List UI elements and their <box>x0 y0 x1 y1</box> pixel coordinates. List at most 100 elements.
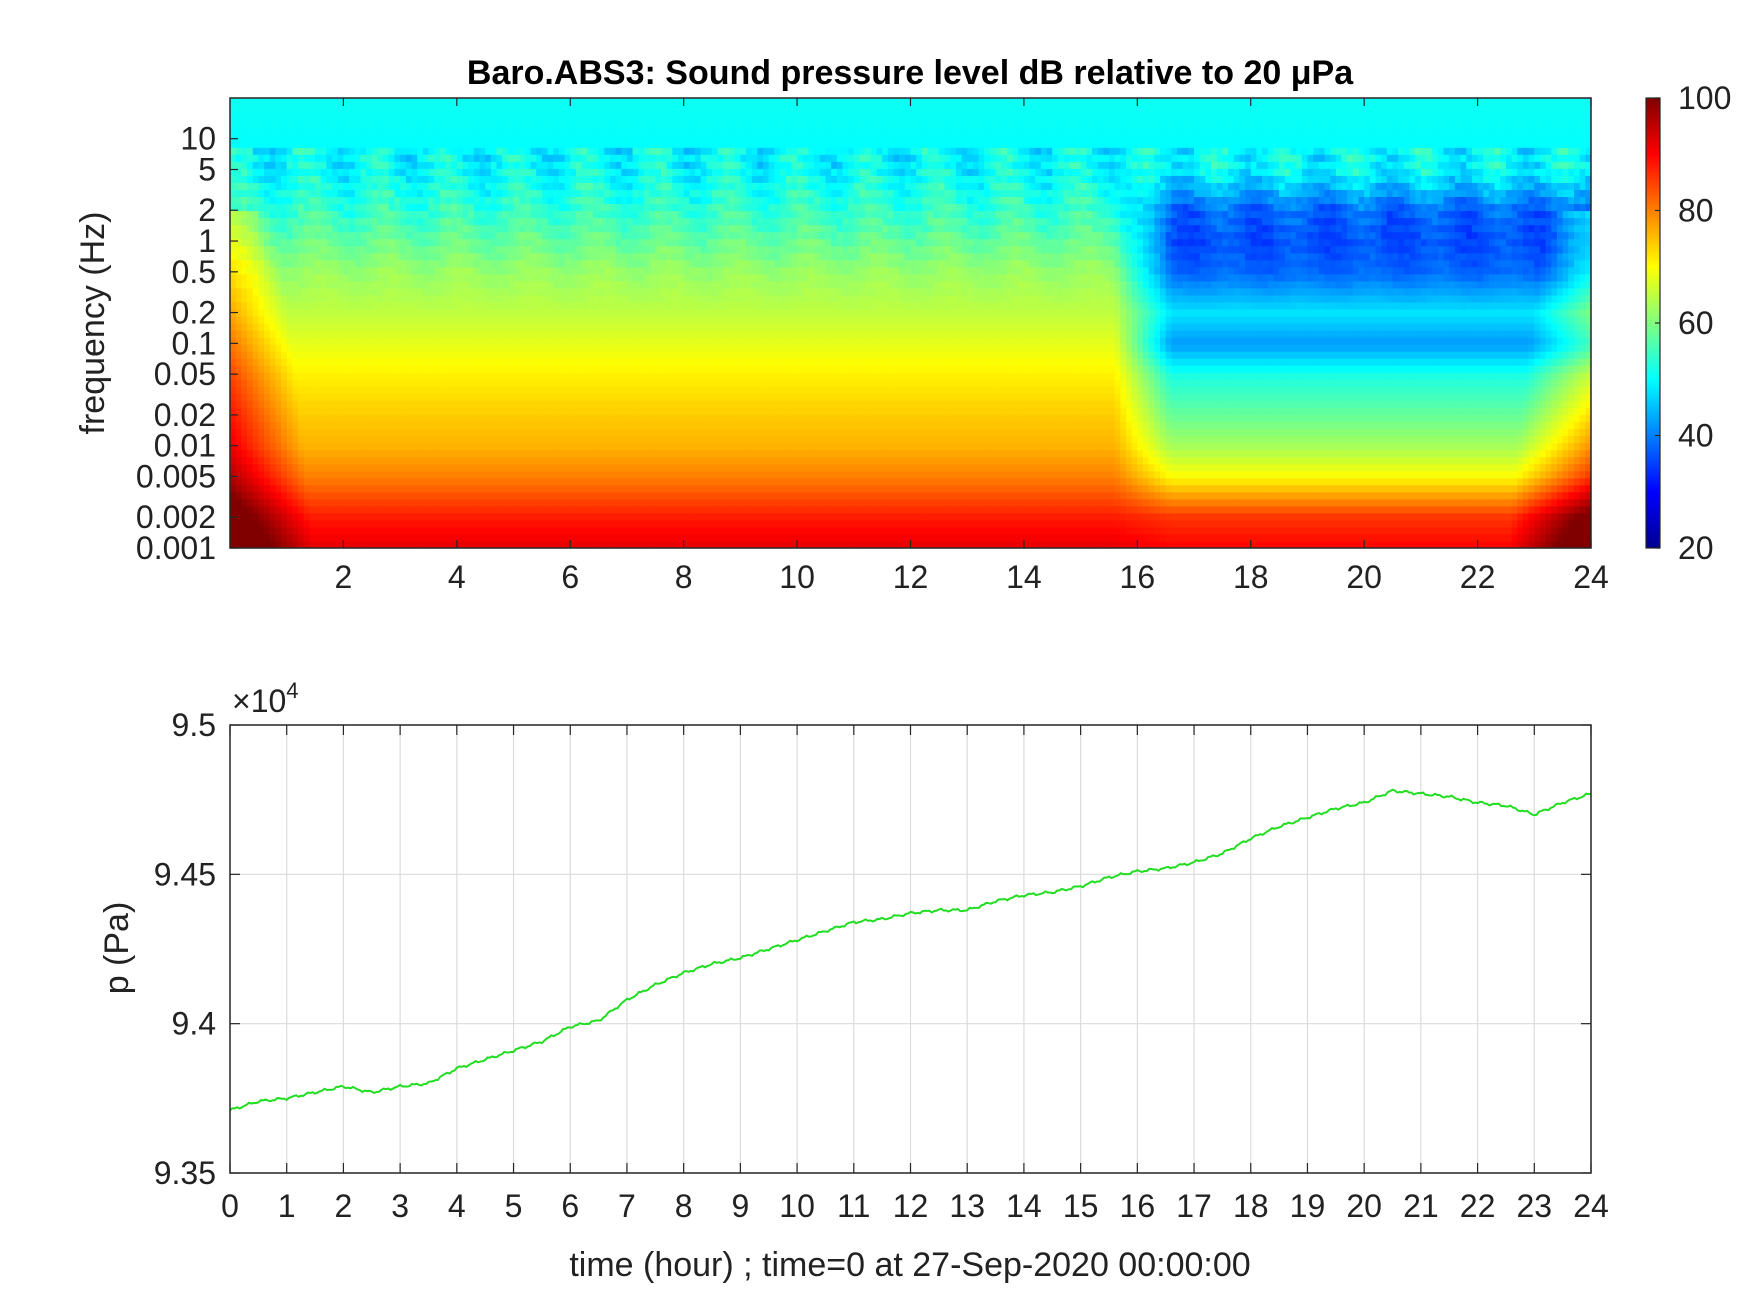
spectrogram-cell <box>371 414 379 423</box>
spectrogram-cell <box>615 512 622 521</box>
spectrogram-cell <box>371 393 379 401</box>
spectrogram-cell <box>303 168 310 176</box>
spectrogram-cell <box>615 505 622 514</box>
spectrogram-cell <box>428 533 435 542</box>
spectrogram-cell <box>343 189 350 198</box>
spectrogram-cell <box>609 414 617 423</box>
spectrogram-cell <box>456 182 464 191</box>
spectrogram-cell <box>643 266 651 275</box>
spectrogram-cell <box>570 147 577 155</box>
spectrogram-cell <box>343 414 350 423</box>
spectrogram-cell <box>303 351 310 359</box>
spectrogram-cell <box>326 449 333 458</box>
spectrogram-cell <box>303 203 310 212</box>
spectrogram-cell <box>394 175 401 183</box>
spectrogram-cell <box>349 238 356 247</box>
spectrogram-cell <box>468 238 475 247</box>
spectrogram-cell <box>649 526 656 535</box>
spectrogram-cell <box>541 196 549 205</box>
spectrogram-cell <box>541 112 549 120</box>
spectrogram-cell <box>422 512 430 521</box>
spectrogram-cell <box>405 421 413 430</box>
spectrogram-cell <box>388 400 396 408</box>
spectrogram-cell <box>672 540 679 548</box>
spectrogram-cell <box>513 463 520 472</box>
spectrogram-cell <box>456 245 464 254</box>
spectrogram-cell <box>575 512 583 521</box>
spectrogram-cell <box>354 287 362 296</box>
spectrogram-cell <box>456 161 464 169</box>
spectrogram-cell <box>241 477 248 486</box>
spectrogram-cell <box>547 323 554 331</box>
spectrogram-cell <box>507 273 515 282</box>
spectrogram-cell <box>400 210 407 219</box>
spectrogram-cell <box>530 344 537 352</box>
spectrogram-cell <box>439 421 447 430</box>
spectrogram-cell <box>666 112 673 120</box>
spectrogram-cell <box>462 449 469 458</box>
spectrogram-cell <box>490 203 498 212</box>
spectrogram-cell <box>383 400 390 408</box>
spectrogram-cell <box>609 393 617 401</box>
spectrogram-cell <box>490 533 498 542</box>
spectrogram-cell <box>428 519 435 528</box>
spectrogram-cell <box>241 217 248 226</box>
spectrogram-cell <box>241 308 248 317</box>
spectrogram-cell <box>502 393 509 401</box>
spectrogram-cell <box>371 407 379 416</box>
spectrogram-cell <box>309 210 316 219</box>
spectrogram-cell <box>660 189 668 198</box>
spectrogram-cell <box>264 526 271 535</box>
spectrogram-cell <box>581 365 588 373</box>
spectrogram-cell <box>547 351 554 359</box>
spectrogram-cell <box>553 400 560 408</box>
spectrogram-cell <box>286 533 293 542</box>
spectrogram-cell <box>286 98 293 106</box>
spectrogram-cell <box>286 238 293 247</box>
spectrogram-cell <box>570 358 577 366</box>
spectrogram-cell <box>621 393 628 401</box>
spectrogram-panel: Baro.ABS3: Sound pressure level dB relat… <box>74 54 1731 595</box>
spectrogram-cell <box>604 428 611 437</box>
spectrogram-cell <box>269 196 276 205</box>
spectrogram-cell <box>360 273 367 282</box>
spectrogram-cell <box>479 231 486 240</box>
spectrogram-cell <box>400 372 407 380</box>
spectrogram-cell <box>564 372 571 380</box>
spectrogram-cell <box>524 196 532 205</box>
spectrogram-cell <box>558 372 566 380</box>
spectrogram-cell <box>609 449 617 458</box>
spectrogram-cell <box>592 280 600 289</box>
spectrogram-cell <box>649 273 656 282</box>
spectrogram-cell <box>400 351 407 359</box>
spectrogram-cell <box>434 393 441 401</box>
spectrogram-cell <box>320 224 327 233</box>
spectrogram-cell <box>519 449 526 458</box>
spectrogram-cell <box>643 379 651 387</box>
spectrogram-cell <box>507 421 515 430</box>
spectrogram-cell <box>468 463 475 472</box>
spectrogram-cell <box>360 505 367 514</box>
spectrogram-cell <box>360 372 367 380</box>
spectrogram-cell <box>621 133 628 141</box>
spectrogram-cell <box>320 351 327 359</box>
spectrogram-cell <box>281 330 288 338</box>
spectrogram-cell <box>558 140 566 148</box>
spectrogram-cell <box>269 463 276 472</box>
spectrogram-cell <box>388 498 396 507</box>
spectrogram-cell <box>541 365 549 373</box>
spectrogram-cell <box>281 372 288 380</box>
spectrogram-cell <box>298 287 305 296</box>
spectrogram-cell <box>309 344 316 352</box>
spectrogram-cell <box>456 259 464 268</box>
spectrogram-cell <box>292 147 299 155</box>
spectrogram-cell <box>354 512 362 521</box>
spectrogram-cell <box>632 526 639 535</box>
spectrogram-cell <box>360 428 367 437</box>
spectrogram-cell <box>643 428 651 437</box>
spectrogram-cell <box>411 449 418 458</box>
spectrogram-cell <box>230 161 237 169</box>
spectrogram-cell <box>247 456 254 465</box>
spectrogram-cell <box>564 526 571 535</box>
spectrogram-cell <box>502 154 509 162</box>
